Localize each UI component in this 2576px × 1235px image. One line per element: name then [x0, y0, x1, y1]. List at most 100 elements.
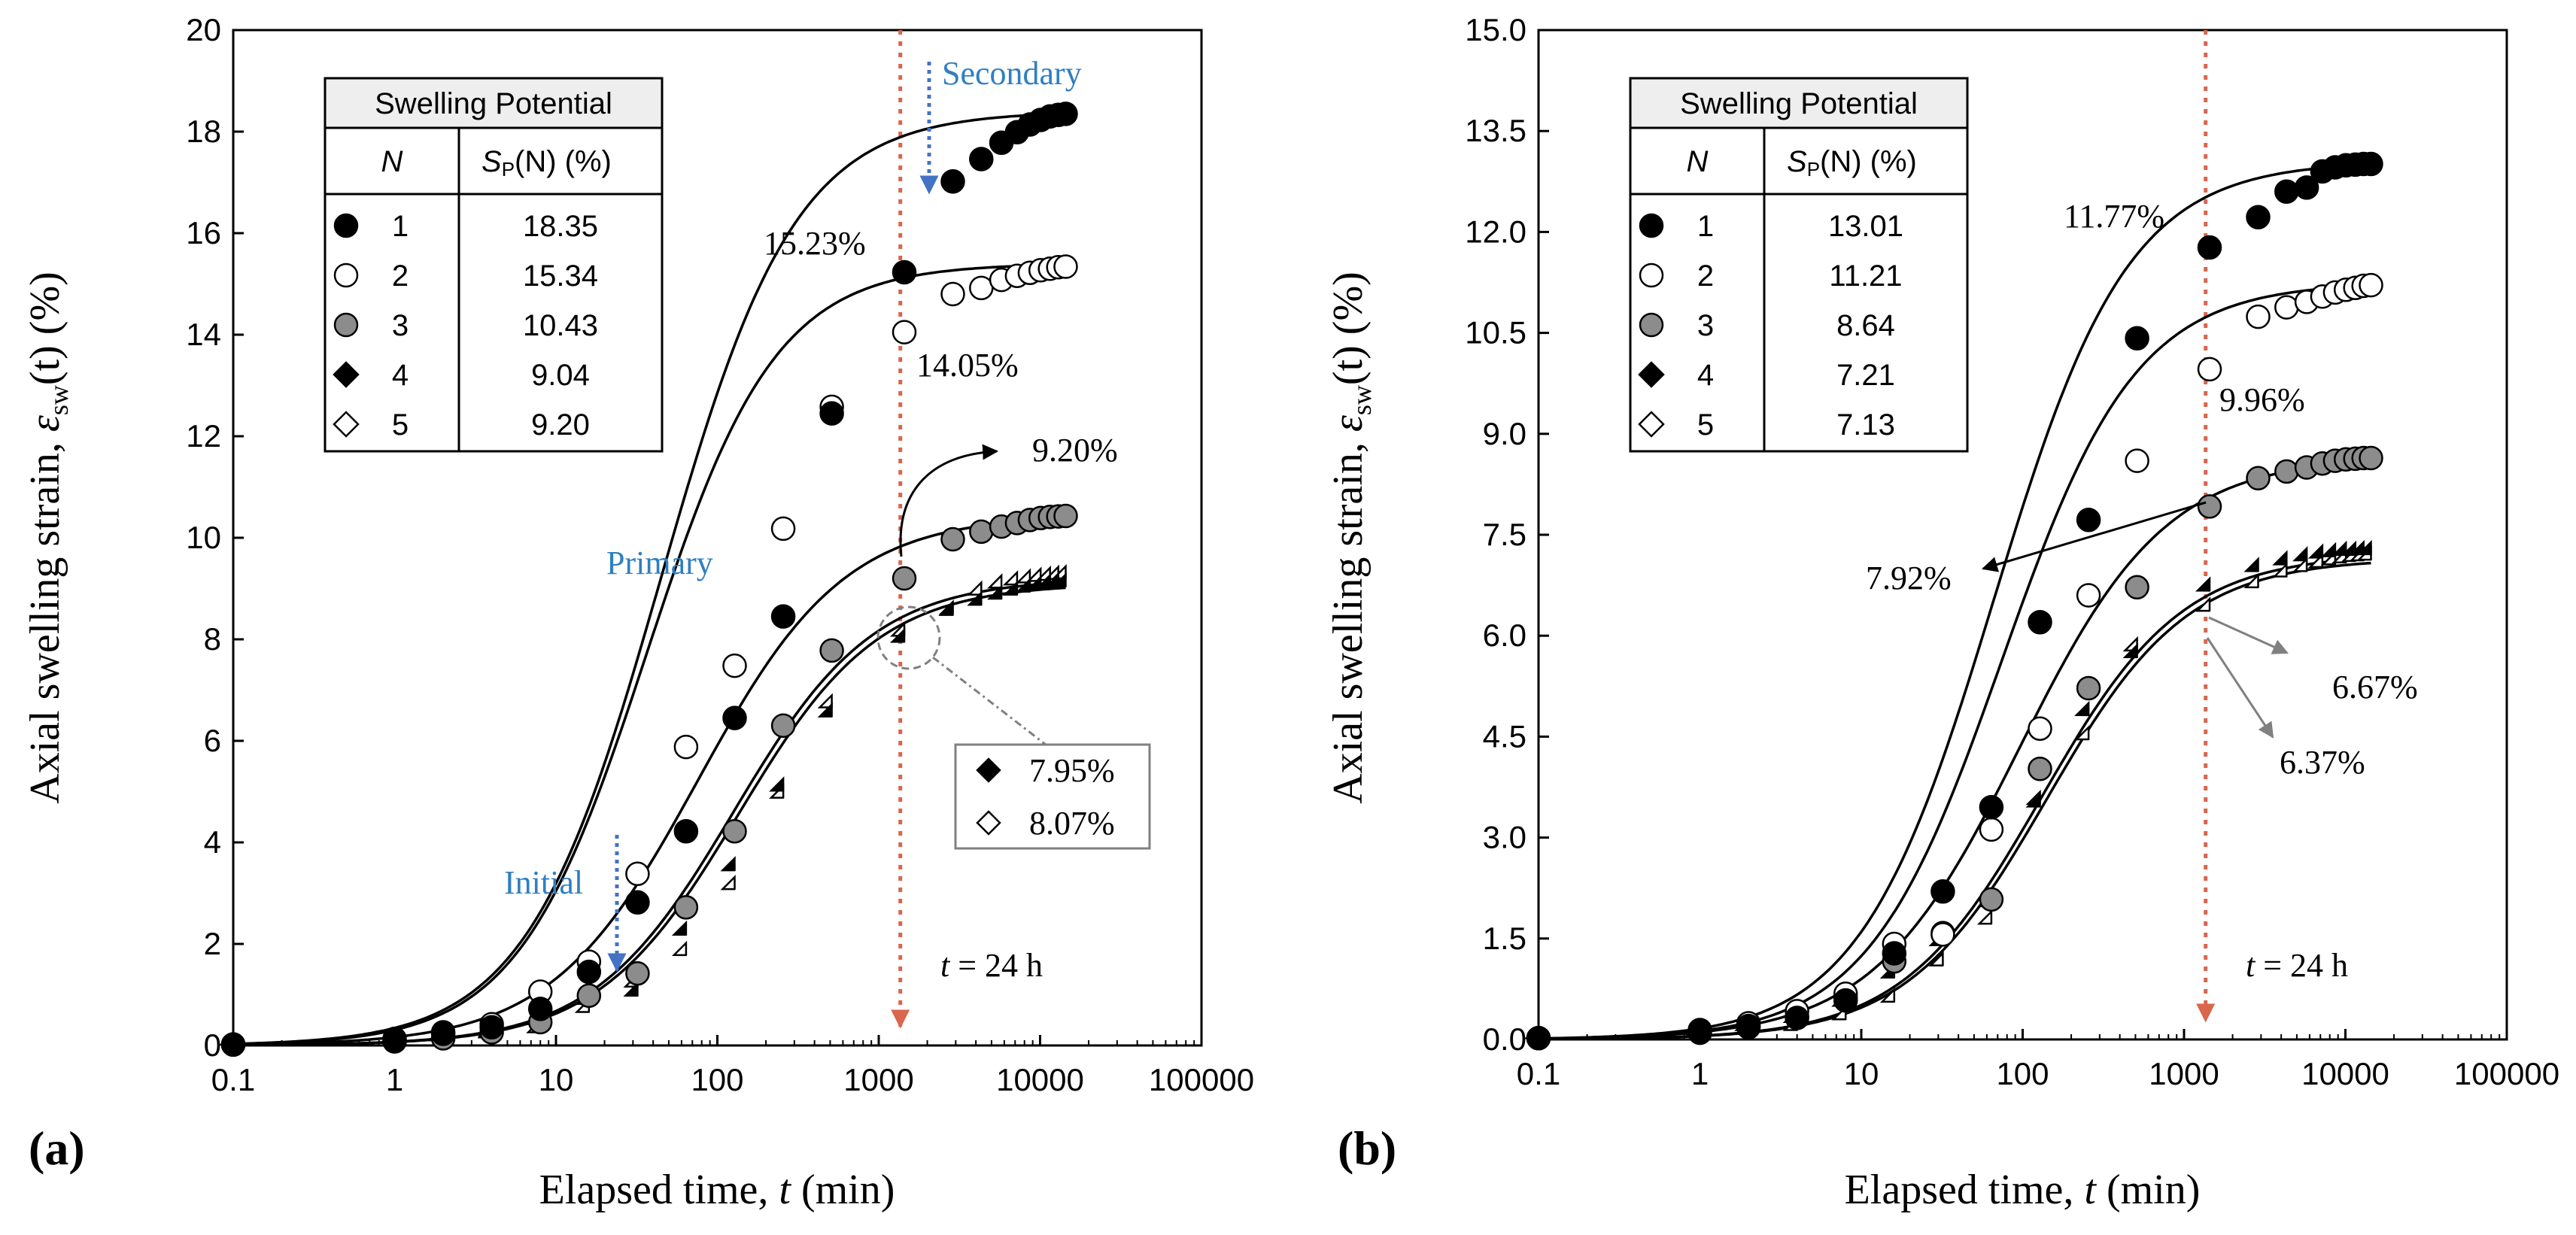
panel-label-b: (b) — [1338, 1121, 1396, 1175]
point-n3 — [2359, 445, 2383, 471]
point-n4 — [2272, 550, 2288, 566]
annotation-arrow-9-20 — [899, 444, 999, 557]
point-n4 — [2320, 542, 2337, 557]
x-tick-label: 10000 — [2301, 1056, 2389, 1091]
x-axis-label-a: Elapsed time, t (min) — [539, 1167, 895, 1213]
x-tick-label: 10000 — [996, 1062, 1084, 1097]
point-n2 — [722, 653, 747, 678]
point-n1 — [940, 168, 965, 194]
point-n2 — [2274, 295, 2299, 320]
point-n1 — [1979, 795, 2004, 820]
y-tick-label: 15.0 — [1465, 12, 1526, 47]
axis-ticks-b: 0.1 1 10 100 1000 10000 100000 0.0 1.5 3.0 4.5 6.0 7… — [1465, 12, 2559, 1091]
legend-header-b — [1629, 77, 1969, 129]
legend-title-b: Swelling Potential — [1680, 87, 1918, 120]
legend-sp-value: 7.21 — [1836, 359, 1895, 392]
annotation-9-96: 9.96% — [2219, 381, 2305, 418]
x-tick-label: 10 — [1844, 1056, 1879, 1091]
y-tick-label: 7.5 — [1483, 517, 1526, 552]
point-n4 — [889, 627, 906, 643]
y-tick-label: 14 — [186, 317, 221, 352]
data-points-b — [1523, 151, 2383, 1051]
point-n5 — [2243, 572, 2259, 589]
point-n3 — [2076, 675, 2101, 701]
y-tick-label: 4 — [204, 824, 221, 860]
legend-marker-n2 — [333, 262, 359, 288]
point-n2 — [940, 281, 965, 307]
fit-curve-n3 — [232, 517, 1066, 1046]
fit-curve-n5 — [233, 581, 1066, 1047]
annotation-14-05: 14.05% — [916, 347, 1019, 384]
fit-curves-b — [1538, 162, 2371, 1041]
point-n5 — [1928, 951, 1944, 966]
point-n1 — [1053, 102, 1078, 126]
annotation-6-37: 6.37% — [2280, 744, 2365, 781]
y-tick-label: 12 — [186, 418, 221, 454]
legend-sp-value: 7.13 — [1836, 408, 1895, 442]
callout-marker-open-diamond — [976, 810, 1001, 836]
point-n3 — [892, 566, 917, 591]
point-n5 — [2195, 596, 2211, 612]
x-tick-label: 100000 — [1149, 1062, 1254, 1097]
point-n4 — [987, 584, 1003, 600]
legend-n-value: 1 — [1697, 210, 1714, 243]
point-n2 — [673, 734, 699, 760]
legend-marker-n5 — [1638, 411, 1665, 438]
point-n3 — [2125, 575, 2149, 600]
point-n5 — [1879, 987, 1896, 1003]
axis-ticks-a: 0.1 1 10 100 1000 10000 1000000246810121416182… — [186, 12, 1254, 1097]
point-n1 — [770, 604, 796, 629]
x-tick-label: 1000 — [843, 1062, 913, 1097]
legend-col-sp-b: SP(N) (%) — [1787, 145, 1917, 181]
annotation-11-77: 11.77% — [2064, 198, 2164, 235]
y-tick-label: 10.5 — [1465, 315, 1526, 350]
point-n4 — [1051, 572, 1067, 588]
point-n4 — [671, 920, 688, 936]
point-n1 — [2028, 610, 2052, 635]
legend-header-a — [324, 77, 664, 129]
point-n2 — [2125, 448, 2149, 473]
point-n2 — [2076, 583, 2101, 608]
point-n5 — [671, 940, 688, 957]
point-n1 — [2197, 235, 2222, 260]
legend-n-value: 3 — [392, 309, 409, 342]
x-axis-label-b: Elapsed time, t (min) — [1845, 1167, 2201, 1213]
fit-curve-n1 — [232, 112, 1066, 1045]
fit-curve-n2 — [232, 263, 1066, 1046]
legend-sp-value: 18.35 — [523, 210, 598, 243]
point-n1 — [625, 890, 650, 915]
legend-n-value: 2 — [1697, 259, 1714, 293]
legend-marker-n3 — [1639, 312, 1664, 338]
point-n4 — [769, 776, 785, 792]
initial-label: Initial — [504, 864, 583, 901]
point-n4 — [720, 856, 736, 872]
legend-sp-value: 9.20 — [531, 408, 590, 442]
point-n3 — [940, 526, 965, 552]
legend-rows-a: 1 18.35 2 15.34 3 10.43 4 9.04 5 9.20 — [333, 210, 598, 442]
y-axis-label-b: Axial swelling strain, εsw(t) (%) — [1325, 272, 1377, 804]
y-tick-label: 9.0 — [1483, 416, 1526, 451]
y-axis-label-a: Axial swelling strain, εsw(t) (%) — [22, 272, 74, 804]
point-n3 — [576, 983, 602, 1009]
annotation-6-67: 6.67% — [2332, 669, 2418, 705]
point-n1 — [430, 1021, 456, 1046]
legend-sp-value: 8.64 — [1836, 309, 1895, 342]
point-n5 — [1976, 909, 1993, 925]
point-n4 — [817, 702, 833, 718]
point-n1 — [2076, 508, 2101, 533]
callout-circle — [876, 605, 941, 670]
point-n4 — [2195, 576, 2211, 592]
point-n3 — [2246, 466, 2271, 491]
point-n1 — [1785, 1006, 1809, 1030]
primary-label: Primary — [606, 545, 713, 581]
point-n4 — [967, 590, 983, 606]
point-n3 — [2274, 459, 2299, 484]
t24-label-b: t = 24 h — [2246, 947, 2348, 984]
y-tick-label: 13.5 — [1465, 113, 1526, 148]
point-n1 — [969, 147, 994, 171]
point-n5 — [2272, 562, 2288, 578]
point-n1 — [382, 1026, 407, 1051]
legend-frame-b — [1629, 77, 1969, 453]
point-n4 — [2356, 539, 2372, 556]
x-tick-label: 100 — [1996, 1056, 2049, 1091]
